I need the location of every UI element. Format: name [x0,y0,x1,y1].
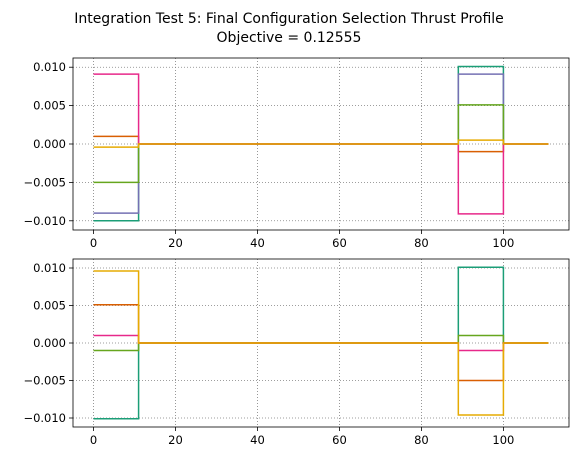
series-line-3 [93,104,549,184]
x-tick-label: 20 [168,433,183,447]
y-tick-label: 0.000 [33,137,66,151]
x-tick-label: 40 [250,433,265,447]
y-tick-label: −0.005 [23,175,66,189]
x-tick-label: 80 [414,236,429,250]
y-tick-label: 0.005 [33,99,66,113]
y-tick-label: −0.005 [23,374,66,388]
y-tick-label: −0.010 [23,214,66,228]
y-tick-label: 0.000 [33,336,66,350]
y-tick-label: −0.010 [23,411,66,425]
subplot-bottom: 0 20 40 60 80 100 0.010 0.005 0.000 −0.005 −0.010 [23,258,570,447]
series-line-6 [93,139,549,148]
series-line-5 [93,270,549,416]
series-line-1 [93,266,549,420]
x-tick-label: 80 [414,433,429,447]
y-tick-label: 0.005 [33,299,66,313]
x-tick-label: 100 [492,236,514,250]
x-tick-label: 40 [250,236,265,250]
x-tick-label: 0 [90,433,97,447]
x-tick-label: 60 [332,236,347,250]
x-tick-label: 60 [332,433,347,447]
series-line-2 [93,334,549,352]
y-tick-label: 0.010 [33,261,66,275]
chart-title-line-2: Objective = 0.12555 [216,30,362,46]
y-tick-label: 0.010 [33,60,66,74]
subplot-top: 0 20 40 60 80 100 0.010 0.005 0.000 −0.005 −0.010 [23,57,570,250]
x-tick-label: 0 [90,236,97,250]
series-line-5 [93,73,549,215]
chart-title-line-1: Integration Test 5: Final Configuration … [74,11,504,27]
x-tick-label: 20 [168,236,183,250]
x-tick-label: 100 [492,433,514,447]
